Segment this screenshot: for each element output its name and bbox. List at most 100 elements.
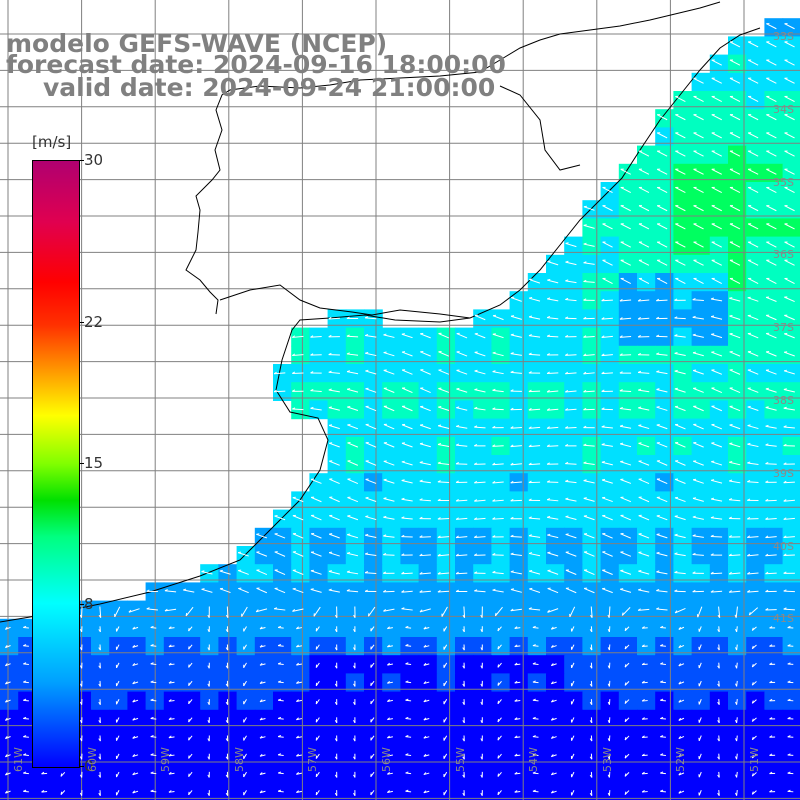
wind-arrow-head [168,790,172,793]
wind-arrow [674,607,686,614]
wind-arrow-head [620,442,624,445]
wind-arrow-head [674,298,678,301]
wind-arrow [620,551,632,557]
wind-arrow-head [620,588,624,590]
wind-arrow [401,351,413,357]
wind-arrow [718,606,721,618]
wind-arrow-head [783,443,787,447]
wind-arrow-head [751,773,754,777]
wind-arrow-head [710,553,714,556]
wind-arrow [783,499,795,502]
wind-arrow [310,570,322,575]
wind-arrow-head [765,589,769,593]
wind-arrow [729,241,741,248]
wind-arrow [401,517,413,520]
wind-arrow-head [735,701,738,705]
wind-arrow [711,132,722,139]
wind-arrow-head [5,626,8,630]
wind-arrow-head [497,682,500,686]
wind-arrow-head [334,665,338,669]
wind-arrow [128,608,140,613]
wind-arrow-head [292,335,296,338]
wind-arrow [346,590,359,593]
wind-arrow-head [455,553,459,557]
wind-arrow [292,372,304,374]
wind-arrow [638,168,650,175]
wind-arrow-head [624,773,627,777]
wind-arrow-head [146,589,150,592]
wind-arrow [365,478,377,484]
wind-arrow [420,406,431,412]
wind-arrow [474,389,486,393]
wind-arrow [456,517,468,520]
wind-arrow [674,497,686,503]
wind-arrow [292,354,304,357]
wind-arrow [292,497,304,503]
wind-arrow-head [546,389,550,393]
wind-arrow-head [296,753,299,757]
wind-arrow-head [547,551,551,554]
wind-arrow [729,168,741,175]
wind-arrow-head [277,698,282,701]
colorbar-tick-label: 15 [84,454,104,472]
wind-arrow-head [728,516,733,519]
wind-arrow [765,444,777,447]
wind-arrow-head [717,683,720,687]
wind-arrow-head [419,609,423,613]
wind-arrow [656,496,668,503]
wind-arrow-head [353,738,356,742]
wind-arrow-head [765,535,769,539]
colorbar-unit: [m/s] [32,133,72,151]
wind-arrow [420,333,431,339]
wind-arrow-head [353,614,356,618]
wind-arrow [347,478,359,485]
wind-arrow-head [624,645,627,650]
wind-arrow [619,299,632,302]
wind-arrow-head [783,462,787,465]
wind-arrow-head [728,535,732,538]
wind-arrow [729,41,741,48]
wind-arrow [675,241,686,248]
wind-arrow-head [387,626,391,630]
wind-arrow-head [497,700,500,704]
wind-arrow [693,168,704,175]
wind-arrow-head [346,334,350,337]
wind-arrow [365,516,377,521]
wind-arrow [711,259,722,266]
wind-arrow-head [296,662,299,666]
wind-arrow-head [765,553,769,557]
wind-arrow-head [547,515,551,518]
wind-arrow [783,590,795,593]
wind-arrow-head [637,608,641,611]
wind-arrow-head [98,665,101,669]
wind-arrow-head [728,553,732,557]
wind-arrow-head [765,461,769,465]
wind-arrow-head [168,680,172,684]
wind-arrow [456,388,468,393]
wind-arrow-head [769,626,773,629]
wind-arrow [766,223,777,230]
wind-arrow [601,479,613,484]
wind-arrow-head [79,719,83,724]
wind-arrow [729,59,741,66]
wind-arrow [711,424,723,430]
wind-arrow-head [747,480,751,483]
wind-arrow [692,316,704,320]
wind-arrow-head [619,335,623,338]
wind-arrow-head [188,791,190,795]
wind-arrow-head [259,717,263,721]
wind-arrow-head [765,387,769,390]
wind-arrow [747,77,759,84]
wind-arrow [420,369,431,375]
wind-arrow-head [462,614,465,618]
wind-arrow-head [532,771,536,774]
wind-arrow-head [277,644,282,647]
wind-arrow [675,278,686,284]
wind-arrow-head [462,720,465,724]
wind-arrow-head [717,647,720,651]
wind-arrow-head [656,406,660,408]
wind-arrow-head [514,753,518,757]
wind-arrow [729,387,741,394]
wind-arrow [528,535,541,538]
wind-arrow-head [346,370,351,373]
